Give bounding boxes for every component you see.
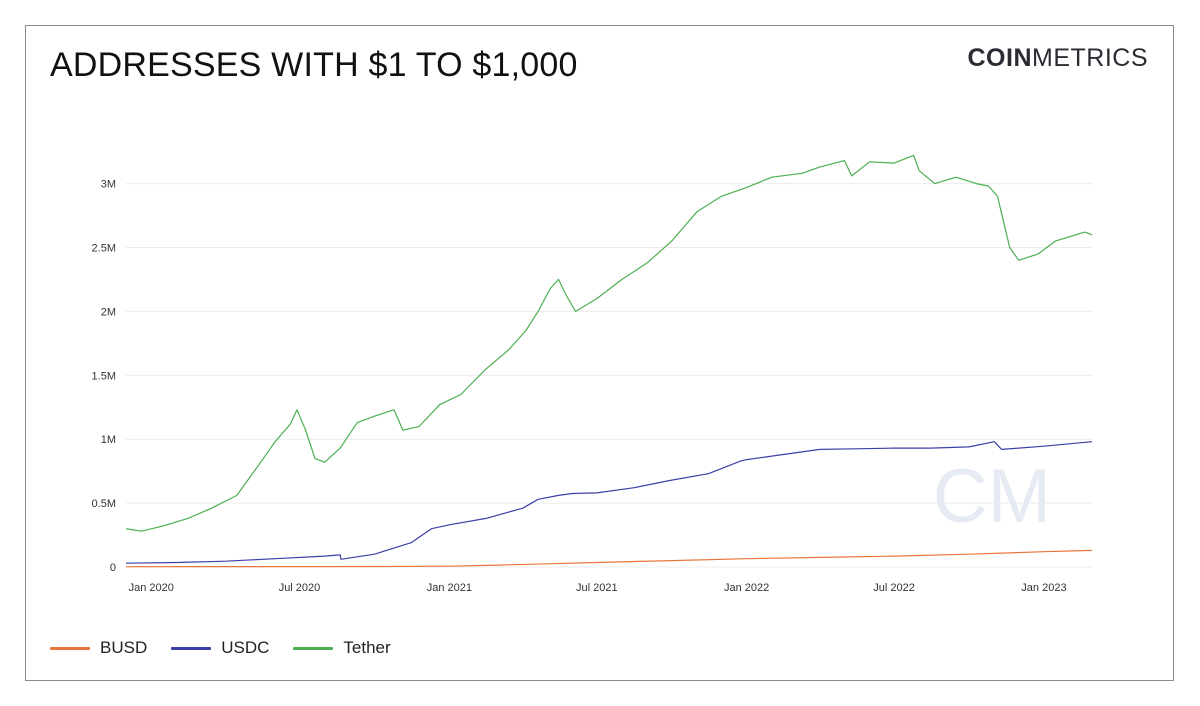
cm-watermark: CM (933, 454, 1051, 539)
legend-swatch-usdc (171, 647, 211, 650)
x-tick-label: Jul 2022 (873, 582, 915, 594)
y-tick-label: 2M (101, 306, 116, 318)
x-tick-label: Jan 2021 (427, 582, 472, 594)
y-tick-label: 0 (110, 562, 116, 574)
legend-swatch-tether (293, 647, 333, 650)
legend-label-busd: BUSD (100, 638, 147, 658)
legend-item-tether[interactable]: Tether (293, 638, 390, 658)
legend-label-usdc: USDC (221, 638, 269, 658)
x-axis-ticks: Jan 2020 Jul 2020 Jan 2021 Jul 2021 Jan 2022… (129, 582, 1067, 594)
legend-label-tether: Tether (343, 638, 390, 658)
legend: BUSD USDC Tether (50, 638, 415, 658)
y-tick-label: 0.5M (92, 498, 116, 510)
y-tick-label: 1M (101, 434, 116, 446)
legend-swatch-busd (50, 647, 90, 650)
y-tick-label: 3M (101, 179, 116, 191)
y-tick-label: 2.5M (92, 242, 116, 254)
legend-item-usdc[interactable]: USDC (171, 638, 269, 658)
x-tick-label: Jan 2020 (129, 582, 174, 594)
y-axis-ticks: 0 0.5M 1M 1.5M 2M 2.5M 3M (92, 179, 116, 574)
x-tick-label: Jul 2021 (576, 582, 618, 594)
y-tick-label: 1.5M (92, 370, 116, 382)
x-tick-label: Jul 2020 (279, 582, 321, 594)
x-tick-label: Jan 2023 (1021, 582, 1066, 594)
x-tick-label: Jan 2022 (724, 582, 769, 594)
legend-item-busd[interactable]: BUSD (50, 638, 147, 658)
